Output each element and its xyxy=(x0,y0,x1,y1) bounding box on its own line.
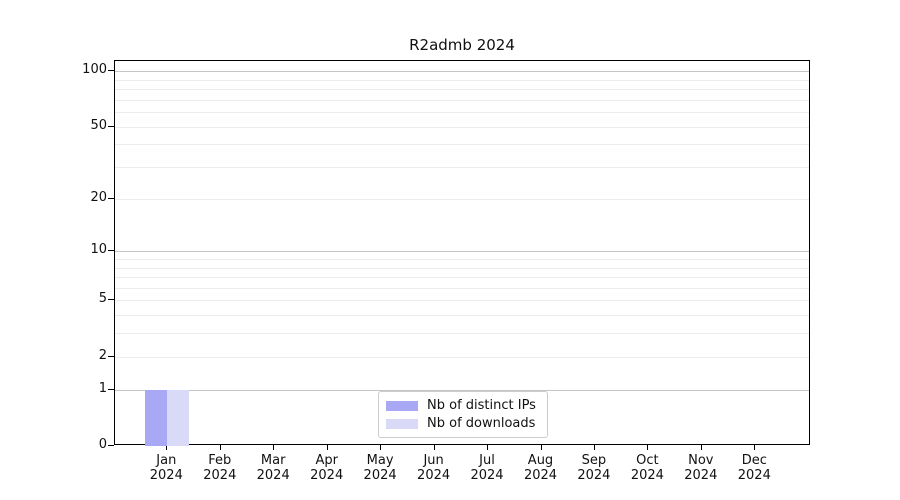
x-tick-label: Dec 2024 xyxy=(714,453,794,483)
minor-gridline xyxy=(115,144,809,146)
bar-nb-of-downloads xyxy=(167,389,190,446)
minor-gridline xyxy=(115,99,809,101)
x-tick-label: Jan 2024 xyxy=(126,453,206,483)
legend: Nb of distinct IPs Nb of downloads xyxy=(378,391,548,438)
legend-swatch-downloads-icon xyxy=(386,419,418,429)
legend-swatch-distinct-ips-icon xyxy=(386,401,418,411)
bar-nb-of-distinct-ips xyxy=(145,389,168,446)
minor-gridline xyxy=(115,126,809,128)
x-tick-year: 2024 xyxy=(523,468,558,483)
minor-gridline xyxy=(115,198,809,200)
x-tick-mark xyxy=(647,445,649,450)
x-tick-mark xyxy=(754,445,756,450)
x-tick-year: 2024 xyxy=(630,468,664,483)
minor-gridline xyxy=(115,112,809,113)
minor-gridline xyxy=(115,300,809,302)
y-tick-mark xyxy=(108,125,114,127)
x-tick-label: Apr 2024 xyxy=(287,453,367,483)
x-tick-year: 2024 xyxy=(684,468,718,483)
x-tick-year: 2024 xyxy=(577,468,611,483)
x-tick-label: May 2024 xyxy=(340,453,420,483)
minor-gridline xyxy=(115,167,809,168)
minor-gridline xyxy=(115,277,809,278)
major-gridline xyxy=(115,251,809,253)
x-tick-mark xyxy=(326,445,328,450)
x-tick-mark xyxy=(219,445,221,450)
y-tick-mark xyxy=(108,197,114,199)
x-tick-mark xyxy=(273,445,275,450)
x-tick-label: Aug 2024 xyxy=(501,453,581,483)
legend-label: Nb of distinct IPs xyxy=(427,398,536,413)
y-tick-label: 1 xyxy=(98,380,107,396)
y-tick-mark xyxy=(108,445,114,446)
x-tick-label: Jul 2024 xyxy=(447,453,527,483)
y-tick-mark xyxy=(108,355,114,357)
legend-item-distinct-ips: Nb of distinct IPs xyxy=(386,398,539,414)
minor-gridline xyxy=(115,287,809,289)
plot-area: Nb of distinct IPs Nb of downloads xyxy=(114,60,810,446)
x-tick-label: Sep 2024 xyxy=(554,453,634,483)
minor-gridline xyxy=(115,333,809,335)
minor-gridline xyxy=(115,79,809,81)
major-gridline xyxy=(115,71,809,72)
legend-item-downloads: Nb of downloads xyxy=(386,416,539,432)
y-tick-label: 50 xyxy=(90,117,107,133)
x-tick-mark xyxy=(593,445,595,450)
minor-gridline xyxy=(115,356,809,358)
x-tick-year: 2024 xyxy=(203,468,237,483)
x-tick-label: Mar 2024 xyxy=(233,453,313,483)
y-tick-label: 5 xyxy=(98,291,107,307)
x-tick-mark xyxy=(380,445,382,450)
x-tick-label: Nov 2024 xyxy=(661,453,741,483)
y-tick-mark xyxy=(108,70,114,71)
x-tick-year: 2024 xyxy=(417,468,451,483)
y-tick-mark xyxy=(108,299,114,301)
x-tick-mark xyxy=(433,445,435,450)
x-tick-label: Oct 2024 xyxy=(607,453,687,483)
x-tick-mark xyxy=(487,445,488,450)
minor-gridline xyxy=(115,267,809,269)
y-tick-label: 2 xyxy=(98,347,107,363)
chart-title: R2admb 2024 xyxy=(409,36,515,54)
x-tick-label: Jun 2024 xyxy=(394,453,474,483)
x-tick-mark xyxy=(540,445,542,450)
x-tick-mark xyxy=(166,445,168,450)
x-tick-year: 2024 xyxy=(737,468,771,483)
x-tick-year: 2024 xyxy=(470,468,504,483)
y-tick-label: 20 xyxy=(90,189,107,205)
y-tick-label: 100 xyxy=(82,62,107,77)
x-tick-year: 2024 xyxy=(363,468,397,483)
legend-label: Nb of downloads xyxy=(427,416,536,431)
x-tick-year: 2024 xyxy=(310,468,344,483)
y-tick-mark xyxy=(108,388,114,390)
minor-gridline xyxy=(115,258,809,260)
x-tick-mark xyxy=(700,445,702,450)
y-tick-label: 0 xyxy=(98,437,107,452)
minor-gridline xyxy=(115,88,809,90)
x-tick-year: 2024 xyxy=(256,468,290,483)
major-gridline xyxy=(115,389,809,391)
y-tick-mark xyxy=(108,250,114,252)
minor-gridline xyxy=(115,315,809,317)
x-tick-label: Feb 2024 xyxy=(180,453,260,483)
y-tick-label: 10 xyxy=(90,242,107,258)
x-tick-year: 2024 xyxy=(149,468,183,483)
